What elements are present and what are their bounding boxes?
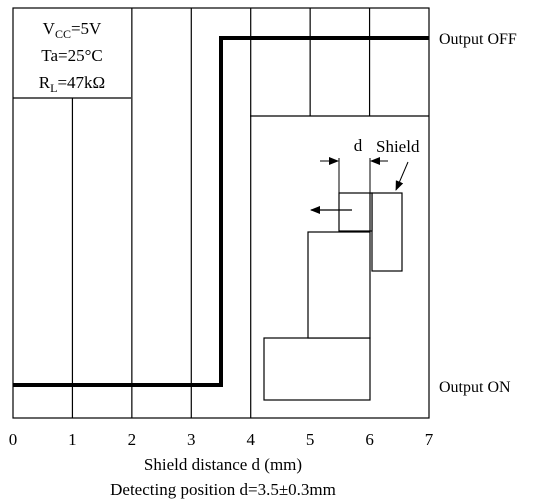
x-tick-label-1: 1 xyxy=(68,430,77,449)
x-tick-label-4: 4 xyxy=(246,430,255,449)
plot-frame xyxy=(12,7,430,419)
x-tick-label-0: 0 xyxy=(9,430,18,449)
condition-vcc: VCC=5V xyxy=(43,19,102,41)
sensor-base-block xyxy=(263,337,371,401)
grid xyxy=(71,8,371,418)
x-tick-labels: 0 1 2 3 4 5 6 7 xyxy=(9,430,434,449)
x-tick-label-2: 2 xyxy=(128,430,137,449)
detecting-position-caption: Detecting position d=3.5±0.3mm xyxy=(110,480,336,499)
shield-label: Shield xyxy=(376,137,420,156)
d-dimension-label: d xyxy=(354,136,363,155)
output-on-label: Output ON xyxy=(439,379,511,396)
shield-diagram: d Shield xyxy=(263,136,420,401)
shield-pointer-arrow xyxy=(395,161,409,191)
output-off-label: Output OFF xyxy=(439,31,517,48)
condition-ta: Ta=25°C xyxy=(41,46,102,65)
sensor-body-block xyxy=(307,231,371,339)
x-tick-label-6: 6 xyxy=(365,430,374,449)
x-tick-label-7: 7 xyxy=(425,430,434,449)
shield-plate xyxy=(371,192,403,272)
x-axis-label: Shield distance d (mm) xyxy=(144,455,302,474)
x-tick-label-5: 5 xyxy=(306,430,315,449)
x-tick-label-3: 3 xyxy=(187,430,196,449)
output-step-line xyxy=(13,36,429,387)
shield-plate-tab xyxy=(338,192,373,232)
condition-rl: RL=47kΩ xyxy=(39,73,105,95)
